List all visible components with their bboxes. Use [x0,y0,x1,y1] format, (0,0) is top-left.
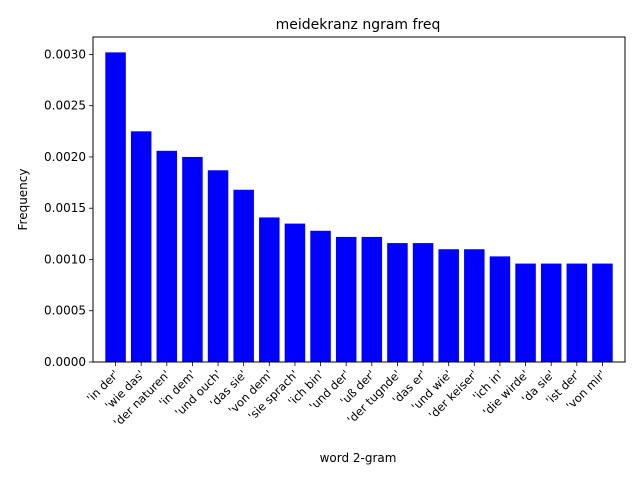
bar-6 [259,217,280,362]
x-axis-label: word 2-gram [320,451,397,465]
bar-18 [566,263,588,362]
bar-2 [156,150,178,362]
bar-1 [130,131,152,362]
y-tick-label: 0.0020 [44,150,86,164]
bar-10 [361,236,383,362]
y-tick-label: 0.0025 [44,99,86,113]
y-tick-label: 0.0005 [44,304,86,318]
bar-12 [412,243,434,362]
bar-0 [105,52,126,363]
y-tick-label: 0.0030 [44,47,86,61]
bar-7 [284,223,306,362]
bar-19 [592,263,613,362]
y-tick-label: 0.0015 [44,201,86,215]
bar-17 [540,263,562,362]
bar-8 [310,230,331,362]
x-axis-ticks: 'in der''wie das''der naturen''in dem''u… [84,362,609,429]
bar-9 [335,236,357,362]
bar-3 [182,156,203,362]
bar-15 [489,256,511,362]
bars-group [105,52,613,363]
bar-16 [515,263,536,362]
chart-title: meidekranz ngram freq [276,17,441,33]
bar-14 [464,249,485,362]
bar-11 [387,243,408,362]
bar-5 [233,189,254,362]
y-axis-ticks: 0.0000 0.0005 0.0010 0.0015 0.0020 0.0025 0.00… [44,47,93,369]
bar-4 [207,170,229,362]
bar-13 [438,249,459,362]
y-axis-label: Frequency [16,169,30,231]
axes-frame [92,36,626,363]
y-tick-label: 0.0000 [44,355,86,369]
y-tick-label: 0.0010 [44,252,86,266]
